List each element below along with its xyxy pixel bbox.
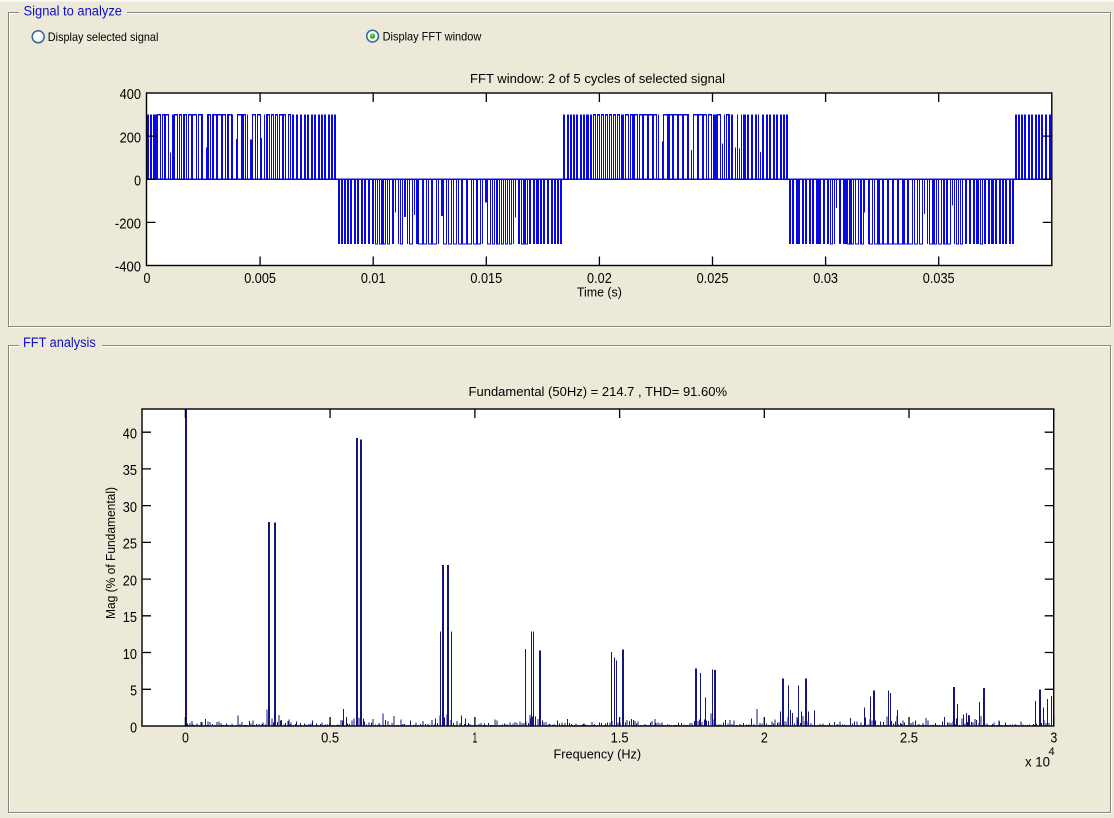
svg-text:20: 20 [123, 573, 137, 589]
svg-text:0.025: 0.025 [697, 271, 729, 287]
svg-text:5: 5 [130, 684, 137, 700]
svg-text:40: 40 [123, 427, 137, 443]
svg-text:2.5: 2.5 [900, 731, 918, 747]
svg-text:-200: -200 [115, 217, 141, 233]
svg-text:15: 15 [123, 610, 137, 626]
svg-text:25: 25 [123, 537, 137, 553]
svg-text:Mag (% of Fundamental): Mag (% of Fundamental) [103, 487, 118, 619]
svg-text:-400: -400 [115, 260, 141, 276]
svg-text:3: 3 [1050, 731, 1057, 747]
svg-text:0: 0 [130, 720, 137, 736]
svg-text:Signal to analyze: Signal to analyze [24, 3, 123, 18]
svg-text:Display selected signal: Display selected signal [48, 30, 159, 44]
svg-text:400: 400 [120, 87, 141, 103]
svg-text:Time (s): Time (s) [577, 285, 622, 300]
svg-text:Display FFT window: Display FFT window [383, 30, 482, 44]
svg-text:0.03: 0.03 [813, 271, 838, 287]
svg-text:35: 35 [123, 463, 137, 479]
svg-text:0.02: 0.02 [587, 271, 612, 287]
svg-text:10: 10 [123, 647, 137, 663]
svg-text:4: 4 [1049, 746, 1055, 758]
svg-text:2: 2 [761, 731, 768, 747]
svg-text:0.5: 0.5 [321, 731, 339, 747]
svg-text:x 10: x 10 [1025, 755, 1050, 770]
svg-text:0: 0 [134, 173, 141, 189]
svg-text:0: 0 [182, 731, 189, 747]
svg-text:0.035: 0.035 [923, 271, 955, 287]
svg-text:FFT window: 2 of 5 cycles of s: FFT window: 2 of 5 cycles of selected si… [470, 71, 725, 86]
svg-text:Fundamental (50Hz) = 214.7 , T: Fundamental (50Hz) = 214.7 , THD= 91.60% [469, 384, 728, 399]
svg-text:1.5: 1.5 [611, 731, 629, 747]
svg-text:FFT analysis: FFT analysis [23, 335, 96, 350]
svg-text:200: 200 [120, 130, 141, 146]
svg-text:Frequency (Hz): Frequency (Hz) [554, 747, 642, 762]
svg-text:0.005: 0.005 [244, 271, 276, 287]
svg-text:0.01: 0.01 [361, 271, 386, 287]
svg-text:30: 30 [123, 500, 137, 516]
svg-text:0: 0 [144, 271, 151, 287]
svg-text:1: 1 [472, 731, 477, 747]
svg-text:0.015: 0.015 [470, 271, 502, 287]
